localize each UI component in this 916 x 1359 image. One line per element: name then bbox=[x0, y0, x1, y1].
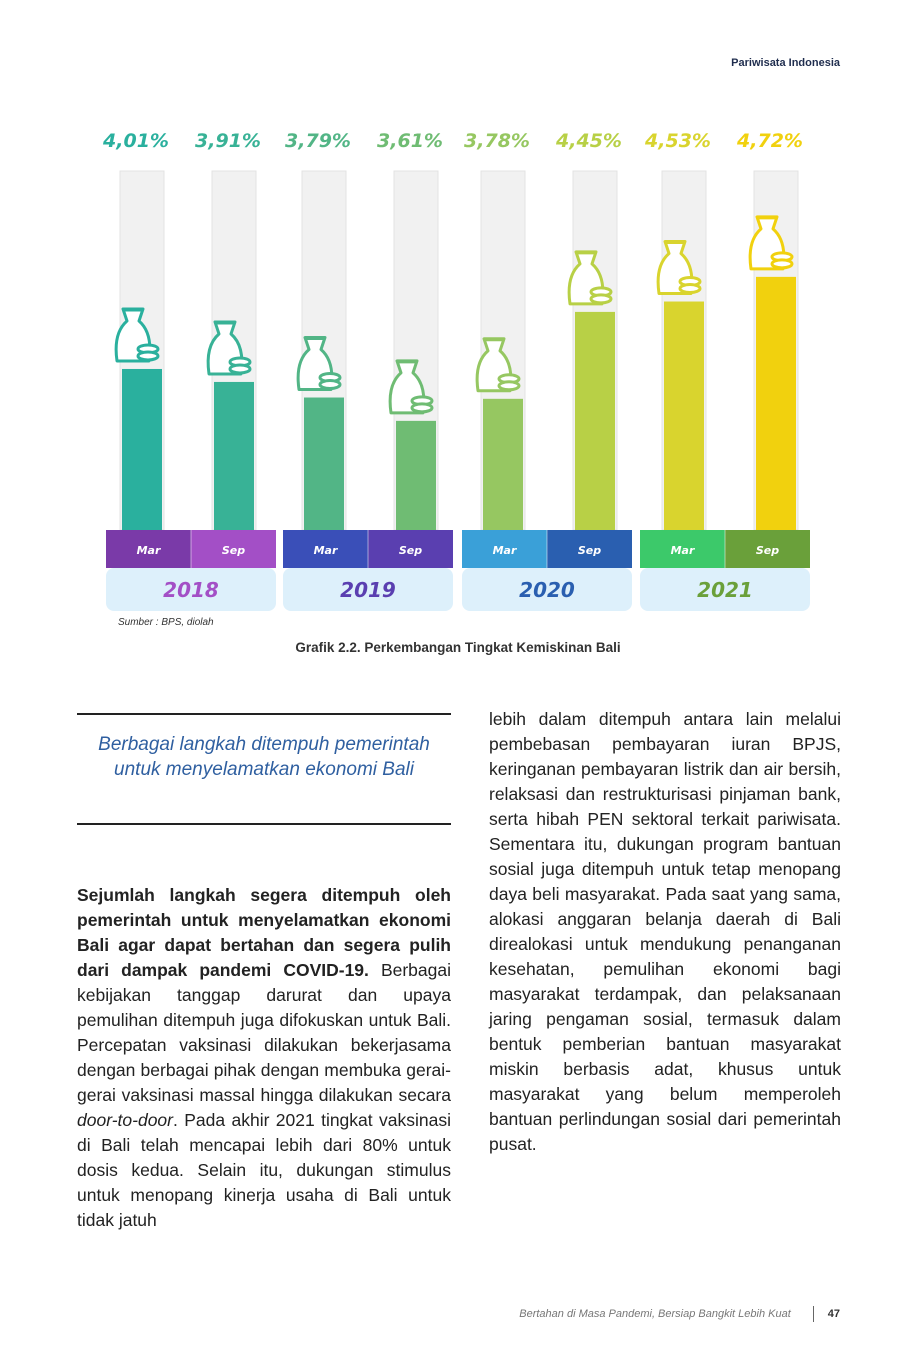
year-panel bbox=[640, 568, 810, 611]
chart-caption: Grafik 2.2. Perkembangan Tingkat Kemiski… bbox=[295, 640, 621, 655]
month-band bbox=[640, 530, 725, 568]
month-label: Mar bbox=[493, 544, 517, 557]
month-band bbox=[191, 530, 276, 568]
year-panel bbox=[106, 568, 276, 611]
lead-text: Sejumlah langkah segera ditempuh oleh pe… bbox=[77, 885, 451, 980]
month-band bbox=[106, 530, 191, 568]
year-label: 2019 bbox=[340, 578, 396, 602]
coin-icon bbox=[497, 380, 521, 392]
body-right-column: lebih dalam ditempuh antara lain melalui… bbox=[489, 709, 841, 1154]
body-left-column: Sejumlah langkah segera ditempuh oleh pe… bbox=[77, 883, 451, 1233]
year-panel bbox=[462, 568, 632, 611]
footer-divider bbox=[812, 1306, 814, 1322]
coin-icon bbox=[678, 283, 702, 295]
month-label: Mar bbox=[314, 544, 338, 557]
coin-icon bbox=[770, 258, 794, 270]
quote-top-rule bbox=[77, 713, 451, 715]
year-label: 2020 bbox=[519, 578, 575, 602]
bar bbox=[122, 368, 162, 530]
bar-value-label: 3,91% bbox=[195, 130, 261, 152]
month-band bbox=[725, 530, 810, 568]
coin-icon bbox=[136, 350, 160, 362]
coin-icon bbox=[410, 402, 434, 414]
bar-value-label: 4,53% bbox=[644, 130, 711, 152]
chart-source: Sumber : BPS, diolah bbox=[118, 617, 214, 628]
year-panel bbox=[283, 568, 453, 611]
body-italic: door-to-door bbox=[77, 1110, 173, 1130]
month-label: Mar bbox=[671, 544, 695, 557]
bar-value-label: 3,78% bbox=[464, 130, 530, 152]
bar bbox=[214, 381, 254, 530]
bar bbox=[396, 420, 436, 530]
pull-quote: Berbagai langkah ditempuh pemerintah unt… bbox=[98, 734, 430, 780]
bar-value-label: 4,72% bbox=[736, 130, 803, 152]
month-label: Sep bbox=[756, 544, 779, 557]
month-label: Sep bbox=[578, 544, 601, 557]
month-band bbox=[283, 530, 368, 568]
bar-value-label: 3,79% bbox=[285, 130, 351, 152]
bar bbox=[756, 276, 796, 530]
coin-icon bbox=[318, 379, 342, 391]
bar-value-label: 4,01% bbox=[102, 130, 169, 152]
month-band bbox=[547, 530, 632, 568]
running-header: Pariwisata Indonesia bbox=[731, 57, 840, 69]
coin-icon bbox=[589, 293, 613, 305]
bar bbox=[483, 398, 523, 530]
body-text-2: . Pada akhir 2021 tingkat vaksinasi di B… bbox=[77, 1110, 451, 1230]
poverty-rate-chart: 4,01% 3,91% 3,79% 3,61% 3,78% 4,45% 4,53% 4,72%… bbox=[100, 125, 820, 625]
month-label: Sep bbox=[222, 544, 245, 557]
year-label: 2018 bbox=[163, 578, 219, 602]
quote-bottom-rule bbox=[77, 823, 451, 825]
month-band bbox=[462, 530, 547, 568]
page-footer: Bertahan di Masa Pandemi, Bersiap Bangki… bbox=[519, 1306, 840, 1322]
footer-title: Bertahan di Masa Pandemi, Bersiap Bangki… bbox=[519, 1307, 791, 1320]
bar-value-label: 4,45% bbox=[555, 130, 622, 152]
bar bbox=[664, 301, 704, 530]
body-text-1: Berbagai kebijakan tanggap darurat dan u… bbox=[77, 960, 451, 1105]
coin-icon bbox=[228, 363, 252, 375]
page-number: 47 bbox=[827, 1307, 840, 1320]
year-label: 2021 bbox=[697, 578, 753, 602]
bar-value-label: 3,61% bbox=[377, 130, 443, 152]
bar bbox=[304, 397, 344, 530]
month-label: Mar bbox=[137, 544, 161, 557]
month-band bbox=[368, 530, 453, 568]
month-label: Sep bbox=[399, 544, 422, 557]
bar bbox=[575, 311, 615, 530]
